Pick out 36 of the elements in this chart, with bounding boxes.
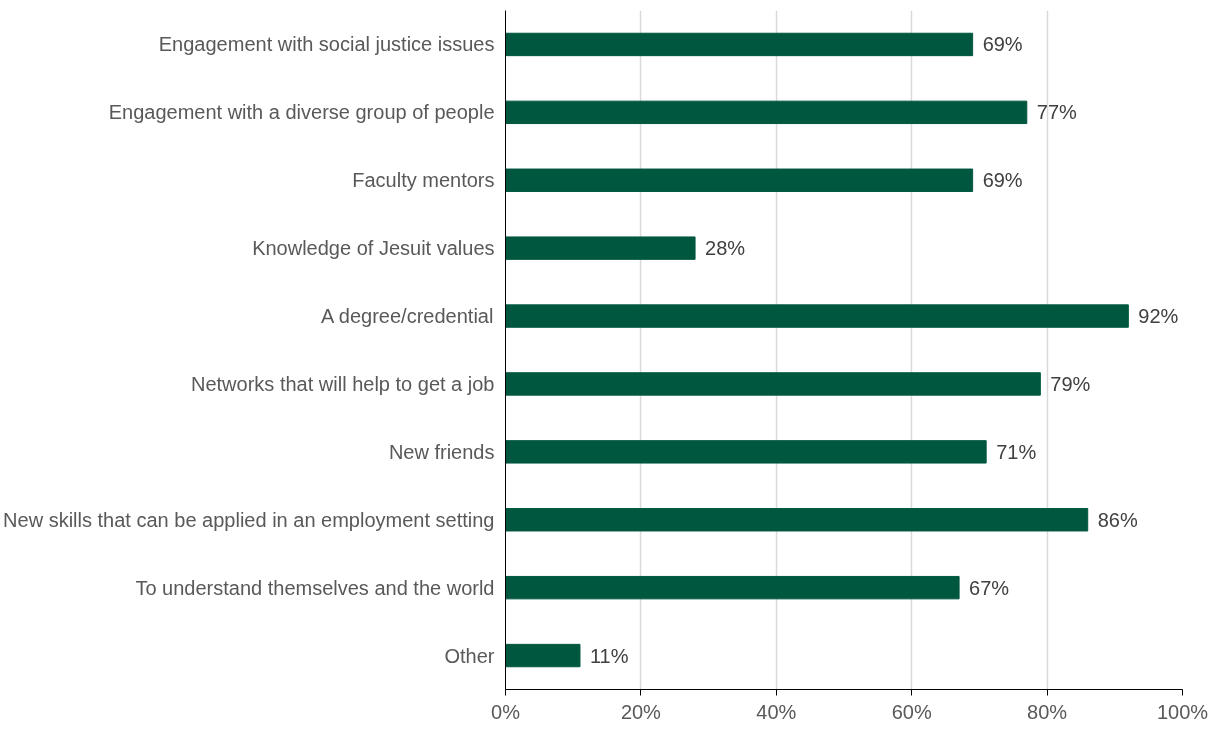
bar [505,236,696,260]
data-label: 69% [982,169,1023,192]
y-tick-label: Engagement with social justice issues [158,33,495,56]
bar [505,372,1041,396]
y-tick-label: Engagement with a diverse group of people [108,101,495,124]
x-tick-label: 20% [620,700,662,723]
bar [505,508,1089,532]
x-tick-label: 40% [756,700,797,723]
data-label: 69% [982,33,1023,56]
data-label: 86% [1097,508,1138,531]
bar [505,643,581,668]
y-tick-label: Faculty mentors [352,169,495,192]
y-tick-label: To understand themselves and the world [135,576,495,599]
y-tick-label: Knowledge of Jesuit values [252,237,495,260]
data-label: 79% [1050,372,1091,395]
y-tick-label: New friends [388,440,495,463]
data-label: 11% [589,644,629,667]
y-tick-label: Other [444,644,495,667]
x-tick-label: 80% [1027,700,1068,723]
data-label: 71% [996,440,1037,463]
data-label: 67% [969,576,1010,599]
x-tick-label: 0% [491,700,521,723]
data-label: 28% [705,237,746,260]
x-tick-label: 60% [891,700,932,723]
y-tick-label: Networks that will help to get a job [191,372,495,395]
bar [505,168,974,192]
y-tick-label: New skills that can be applied in an employment setting [3,508,495,531]
y-tick-label: A degree/credential [321,305,494,328]
bar [505,100,1028,125]
bar [505,304,1129,328]
data-label: 77% [1036,101,1078,124]
x-tick-label: 100% [1156,700,1209,723]
bar [505,32,974,57]
bar [505,440,987,464]
bar [505,575,960,600]
data-label: 92% [1138,305,1179,328]
